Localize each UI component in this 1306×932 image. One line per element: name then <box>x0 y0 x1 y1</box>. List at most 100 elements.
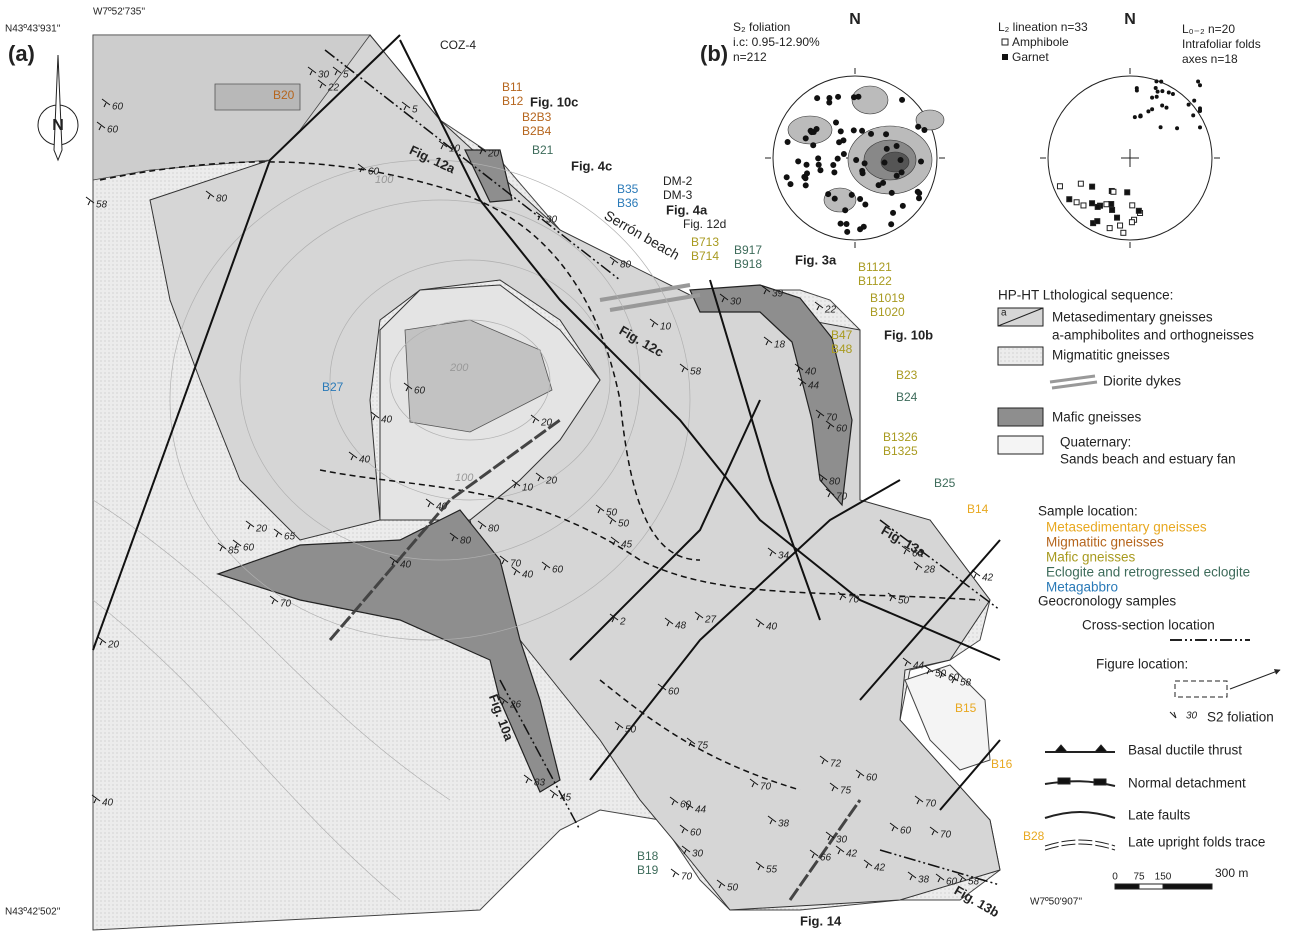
stereonet-point <box>900 203 906 209</box>
stereonet-point <box>882 160 888 166</box>
dip-value: 10 <box>660 322 672 333</box>
stereonet-point <box>1150 96 1154 100</box>
stereonet-point <box>1111 189 1116 194</box>
stereonet-point <box>842 207 848 213</box>
sample-label: B47 <box>831 328 853 342</box>
stereonet-point <box>1129 220 1134 225</box>
sample-label: B713 <box>691 235 719 249</box>
dip-value: 80 <box>829 477 841 488</box>
stereonet-point <box>1136 208 1141 213</box>
stereonet-point <box>808 128 814 134</box>
dip-value: 83 <box>534 778 546 789</box>
dip-value: 30 <box>692 849 704 860</box>
stereonet-point <box>1159 125 1163 129</box>
dip-value: 60 <box>668 687 680 698</box>
dip-value: 60 <box>414 386 426 397</box>
sample-label: COZ-4 <box>440 38 476 52</box>
stereonet-point <box>785 139 791 145</box>
scale-label: 0 <box>1112 872 1118 883</box>
dip-value: 75 <box>840 786 852 797</box>
stereonet-point <box>1090 201 1095 206</box>
legend-text: 30 <box>1186 711 1198 722</box>
stereonet-point <box>857 196 863 202</box>
stereonet-point <box>1155 95 1159 99</box>
stereonet-point <box>804 170 810 176</box>
stereonet-point <box>1160 103 1164 107</box>
stereonet-text: i.c: 0.95-12.90% <box>733 35 820 49</box>
dip-value: 60 <box>690 828 702 839</box>
figure-label: Fig. 10b <box>884 327 933 342</box>
dip-value: 70 <box>925 799 937 810</box>
stereonet-point <box>859 168 865 174</box>
dip-value: 2 <box>619 617 626 628</box>
dip-value: 70 <box>280 599 292 610</box>
dip-value: 58 <box>96 200 108 211</box>
dip-value: 40 <box>522 570 534 581</box>
stereonet-point <box>862 202 868 208</box>
dip-value: 60 <box>107 125 119 136</box>
stereonet-point <box>830 162 836 168</box>
dip-value: 60 <box>368 167 380 178</box>
dip-value: 44 <box>808 381 820 392</box>
stereonet-point <box>1171 92 1175 96</box>
legend-title: Sample location: <box>1038 504 1138 519</box>
dip-value: 70 <box>510 559 522 570</box>
dip-value: 42 <box>874 863 886 874</box>
stereonet-point <box>803 135 809 141</box>
stereonet-point <box>1154 86 1158 90</box>
stereonet-point <box>1198 108 1202 112</box>
legend-text: Metagabbro <box>1046 580 1118 595</box>
figure-label: Fig. 4c <box>571 158 612 173</box>
dip-value: 85 <box>228 546 240 557</box>
stereonet-text: Garnet <box>1012 50 1049 64</box>
dip-value: 48 <box>675 621 687 632</box>
stereonet-point <box>1125 190 1130 195</box>
stereonet-point <box>835 94 841 100</box>
stereonet-point <box>888 221 894 227</box>
stereonet-point <box>838 128 844 134</box>
sample-label: B11 <box>502 80 523 94</box>
sample-label: B1019 <box>870 291 905 305</box>
sample-label: B16 <box>991 757 1013 771</box>
sample-label: B12 <box>502 94 524 108</box>
dip-value: 40 <box>436 502 448 513</box>
dip-value: 38 <box>778 819 790 830</box>
stereonet-point <box>1154 79 1158 83</box>
stereonet-point <box>861 224 867 230</box>
stereonet-point <box>814 95 820 101</box>
stereonet-point <box>884 146 890 152</box>
dip-value: 60 <box>243 543 255 554</box>
contour-label: 200 <box>449 362 469 374</box>
stereonet-north: N <box>849 11 861 28</box>
dip-value: 18 <box>774 340 786 351</box>
legend-text: Figure location: <box>1096 657 1188 672</box>
stereonet-point <box>1187 103 1191 107</box>
legend-text: S2 foliation <box>1207 710 1274 725</box>
stereonet-text: Intrafoliar folds <box>1182 37 1261 51</box>
dip-symbol <box>671 869 679 877</box>
dip-value: 50 <box>625 725 637 736</box>
legend-text: Diorite dykes <box>1103 374 1181 389</box>
stereonet-point <box>1121 230 1126 235</box>
sample-label: B36 <box>617 196 639 210</box>
legend-text: Late upright folds trace <box>1128 835 1265 850</box>
dip-value: 10 <box>522 483 534 494</box>
stereonet-point <box>868 131 874 137</box>
figure: (a)(b)N43º43'931''W7º52'735''N43º42'502'… <box>0 0 1306 932</box>
legend-text: Mafic gneisses <box>1052 410 1142 425</box>
dip-value: 38 <box>918 875 930 886</box>
dip-value: 58 <box>968 877 980 888</box>
sample-label: B25 <box>934 476 956 490</box>
dip-value: 75 <box>697 741 709 752</box>
sample-label: B21 <box>532 143 554 157</box>
dip-value: 70 <box>848 595 860 606</box>
stereonet-point <box>1078 181 1083 186</box>
stereonet-point <box>876 182 882 188</box>
legend-text: Metasedimentary gneisses <box>1052 310 1213 325</box>
stereonet-point <box>784 174 790 180</box>
stereonet-point <box>851 127 857 133</box>
sample-label: B714 <box>691 249 719 263</box>
dip-value: 60 <box>946 877 958 888</box>
stereonet-point <box>1191 113 1195 117</box>
dip-value: 50 <box>727 883 739 894</box>
